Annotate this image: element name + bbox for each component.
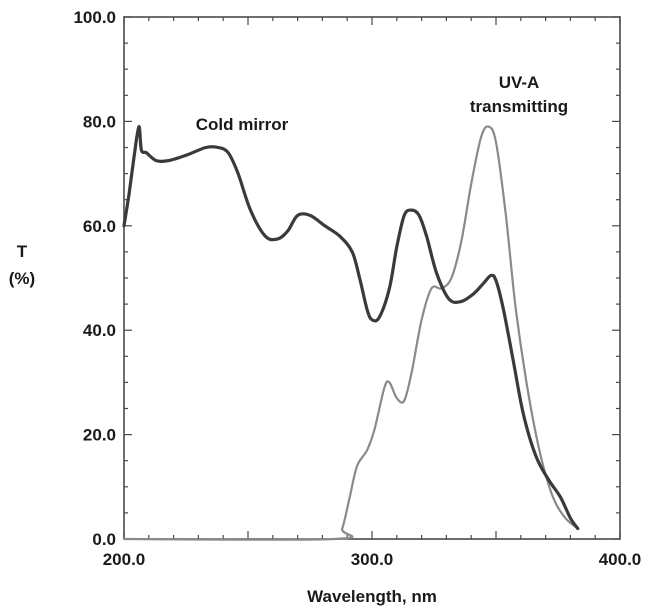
x-tick-label: 400.0 (599, 550, 642, 569)
cold-mirror-series-line (122, 124, 580, 531)
y-tick-label: 100.0 (73, 8, 116, 27)
plot-frame (123, 16, 621, 540)
cold-mirror-annotation: Cold mirror (196, 115, 289, 134)
y-axis-title-line1: T (17, 242, 28, 261)
y-tick-label: 40.0 (83, 321, 116, 340)
uva-annotation-line1: UV-A (499, 73, 540, 92)
series-layer (122, 124, 580, 541)
tick-labels: 0.0 20.0 40.0 60.0 80.0 100.0 200.0 300.0 400.0 (73, 8, 641, 569)
y-tick-label: 60.0 (83, 217, 116, 236)
x-axis-title: Wavelength, nm (307, 587, 437, 606)
y-tick-label: 0.0 (92, 530, 116, 549)
y-axis-title-line2: (%) (9, 269, 35, 288)
uva-annotation-line2: transmitting (470, 97, 568, 116)
x-tick-label: 300.0 (351, 550, 394, 569)
uva-transmitting-series-line (122, 125, 579, 541)
y-tick-label: 20.0 (83, 426, 116, 445)
y-tick-label: 80.0 (83, 112, 116, 131)
tick-marks (123, 16, 621, 540)
x-tick-label: 200.0 (103, 550, 146, 569)
